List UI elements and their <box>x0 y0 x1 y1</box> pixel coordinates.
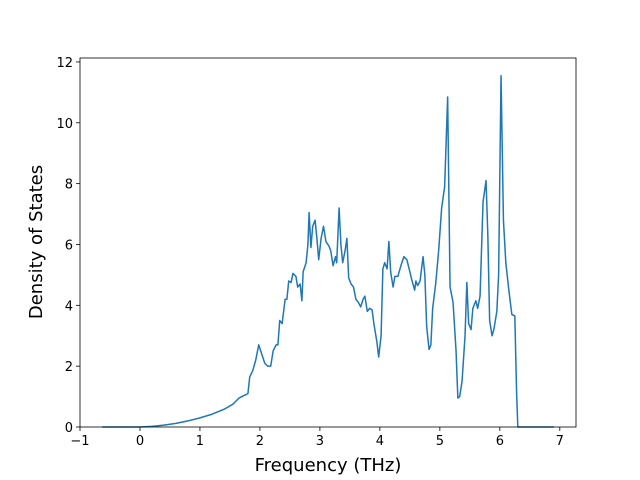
y-tick-label: 12 <box>56 56 73 71</box>
y-tick-label: 4 <box>65 299 73 314</box>
x-tick-label: 6 <box>496 434 504 449</box>
y-tick-label: 10 <box>56 117 73 132</box>
axes-frame <box>79 57 577 428</box>
line <box>102 74 554 428</box>
x-tick-label: 4 <box>376 434 384 449</box>
y-tick-label: 6 <box>65 238 73 253</box>
x-axis-label: Frequency (THz) <box>255 455 402 476</box>
x-tick-label: 7 <box>556 434 564 449</box>
y-tick-label: 2 <box>65 360 73 375</box>
x-tick-label: 1 <box>196 434 204 449</box>
x-tick-label: −1 <box>70 434 89 449</box>
x-tick-label: 3 <box>316 434 324 449</box>
y-tick-label: 8 <box>65 178 73 193</box>
y-tick-label: 0 <box>65 421 73 436</box>
y-axis-label: Density of States <box>26 165 47 319</box>
x-tick-label: 5 <box>436 434 444 449</box>
x-tick-label: 0 <box>136 434 144 449</box>
x-tick-label: 2 <box>256 434 264 449</box>
